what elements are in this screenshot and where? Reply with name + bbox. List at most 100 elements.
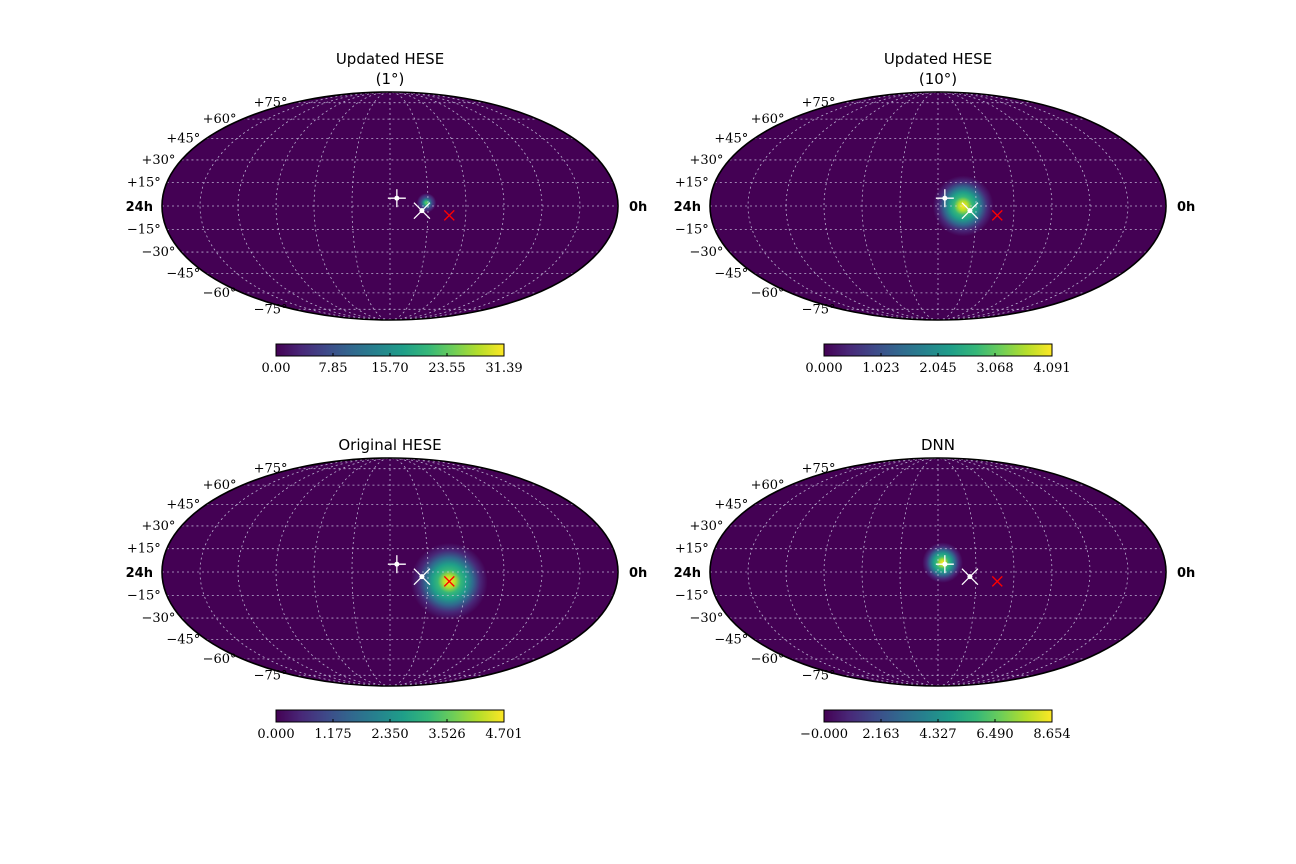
colorbar: −0.000 2.163 4.327 6.490 8.654 bbox=[800, 709, 1071, 742]
dec-tick-label: −75° bbox=[802, 668, 836, 683]
meridian-line bbox=[861, 458, 939, 686]
dec-tick-label: −45° bbox=[714, 267, 748, 282]
ra-label-right: 0h bbox=[629, 566, 647, 581]
meridian-line bbox=[937, 458, 1091, 686]
dec-tick-label: +60° bbox=[203, 112, 237, 127]
dec-tick-label: +60° bbox=[751, 478, 785, 493]
colorbar-tick-label: 0.000 bbox=[257, 727, 294, 742]
graticule bbox=[162, 92, 618, 320]
x-marker bbox=[991, 209, 1003, 221]
ra-label-left: 24h bbox=[126, 200, 153, 215]
panel-subtitle: (1°) bbox=[376, 70, 405, 88]
dec-tick-label: +75° bbox=[802, 96, 836, 111]
ra-label-right: 0h bbox=[1177, 566, 1195, 581]
sky-outline bbox=[161, 457, 619, 687]
colorbar-tick-label: 2.350 bbox=[371, 727, 408, 742]
dec-tick-label: −60° bbox=[751, 652, 785, 667]
meridian-line bbox=[899, 92, 939, 320]
colorbar-tick-label: 7.85 bbox=[319, 361, 348, 376]
colorbar-tick-label: −0.000 bbox=[800, 727, 848, 742]
colorbar-tick-label: 2.045 bbox=[919, 361, 956, 376]
meridian-line bbox=[823, 458, 939, 686]
colorbar-tick-label: 1.175 bbox=[314, 727, 351, 742]
x-marker bbox=[961, 202, 979, 220]
dec-tick-label: −15° bbox=[675, 222, 709, 237]
colorbar-tick-label: 8.654 bbox=[1033, 727, 1070, 742]
meridian-line bbox=[861, 92, 939, 320]
dec-tick-label: −60° bbox=[751, 286, 785, 301]
sky-outline bbox=[161, 91, 619, 321]
sky-background bbox=[162, 458, 618, 686]
dec-tick-label: −45° bbox=[714, 633, 748, 648]
ra-label-right: 0h bbox=[629, 200, 647, 215]
dec-tick-label: −30° bbox=[689, 245, 723, 260]
dec-tick-label: −60° bbox=[203, 652, 237, 667]
meridian-line bbox=[237, 458, 391, 686]
probability-hotspot bbox=[922, 542, 963, 583]
ra-label-left: 24h bbox=[674, 200, 701, 215]
colorbar-tick-label: 4.091 bbox=[1033, 361, 1070, 376]
sky-map-panel: Updated HESE (1°) +75° +60°+45° +30° +15° −15°… bbox=[126, 50, 648, 376]
dec-tick-label: +15° bbox=[127, 542, 161, 557]
sky-outline bbox=[709, 457, 1167, 687]
colorbar: 0.000 1.023 2.045 3.068 4.091 bbox=[805, 343, 1071, 376]
dec-tick-label: +45° bbox=[714, 498, 748, 513]
plus-marker bbox=[935, 189, 954, 208]
panel-title: Updated HESE bbox=[884, 50, 992, 68]
meridian-line bbox=[313, 458, 391, 686]
x-marker bbox=[413, 568, 431, 586]
panel-subtitle: (10°) bbox=[919, 70, 957, 88]
panel-title: Updated HESE bbox=[336, 50, 444, 68]
meridian-line bbox=[275, 458, 391, 686]
meridian-line bbox=[937, 92, 1053, 320]
dec-tick-label: −15° bbox=[675, 588, 709, 603]
dec-tick-label: −75° bbox=[802, 302, 836, 317]
colorbar-tick-label: 15.70 bbox=[371, 361, 408, 376]
panel-title: DNN bbox=[921, 436, 955, 454]
meridian-line bbox=[937, 92, 1091, 320]
meridian-line bbox=[389, 458, 429, 686]
meridian-line bbox=[351, 458, 391, 686]
dec-tick-label: +60° bbox=[751, 112, 785, 127]
meridian-line bbox=[237, 92, 391, 320]
dec-tick-label: −15° bbox=[127, 222, 161, 237]
plus-marker bbox=[935, 555, 954, 574]
panel-title: Original HESE bbox=[338, 436, 441, 454]
probability-hotspot bbox=[416, 193, 437, 213]
graticule bbox=[710, 92, 1166, 320]
dec-tick-label: −75° bbox=[254, 302, 288, 317]
colorbar-tick-label: 6.490 bbox=[976, 727, 1013, 742]
meridian-line bbox=[937, 92, 977, 320]
graticule bbox=[162, 458, 618, 686]
dec-tick-label: −30° bbox=[141, 611, 175, 626]
sky-map-panel: Original HESE +75° +60°+45° +30° +15° −15° −30… bbox=[126, 436, 648, 742]
x-marker bbox=[443, 209, 455, 221]
dec-tick-label: −45° bbox=[166, 267, 200, 282]
dec-tick-label: +60° bbox=[203, 478, 237, 493]
sky-background bbox=[162, 92, 618, 320]
meridian-line bbox=[389, 92, 505, 320]
meridian-line bbox=[937, 458, 1053, 686]
colorbar: 0.000 1.175 2.350 3.526 4.701 bbox=[257, 709, 523, 742]
meridian-line bbox=[389, 92, 429, 320]
dec-tick-label: −60° bbox=[203, 286, 237, 301]
colorbar-tick-label: 1.023 bbox=[862, 361, 899, 376]
dec-tick-label: +30° bbox=[141, 519, 175, 534]
meridian-line bbox=[785, 92, 939, 320]
dec-tick-label: +15° bbox=[127, 176, 161, 191]
dec-tick-label: −30° bbox=[141, 245, 175, 260]
dec-tick-label: +30° bbox=[141, 153, 175, 168]
colorbar-tick-label: 23.55 bbox=[428, 361, 465, 376]
meridian-line bbox=[937, 458, 977, 686]
plus-marker bbox=[387, 189, 406, 208]
meridian-line bbox=[389, 458, 543, 686]
dec-tick-label: +45° bbox=[714, 132, 748, 147]
ra-label-left: 24h bbox=[674, 566, 701, 581]
probability-hotspot bbox=[932, 175, 994, 237]
x-marker bbox=[991, 575, 1003, 587]
sky-map-panel: Updated HESE (10°) +75° +60°+45° +30° +15° −15… bbox=[674, 50, 1196, 376]
meridian-line bbox=[275, 92, 391, 320]
ra-label-left: 24h bbox=[126, 566, 153, 581]
meridian-line bbox=[351, 92, 391, 320]
